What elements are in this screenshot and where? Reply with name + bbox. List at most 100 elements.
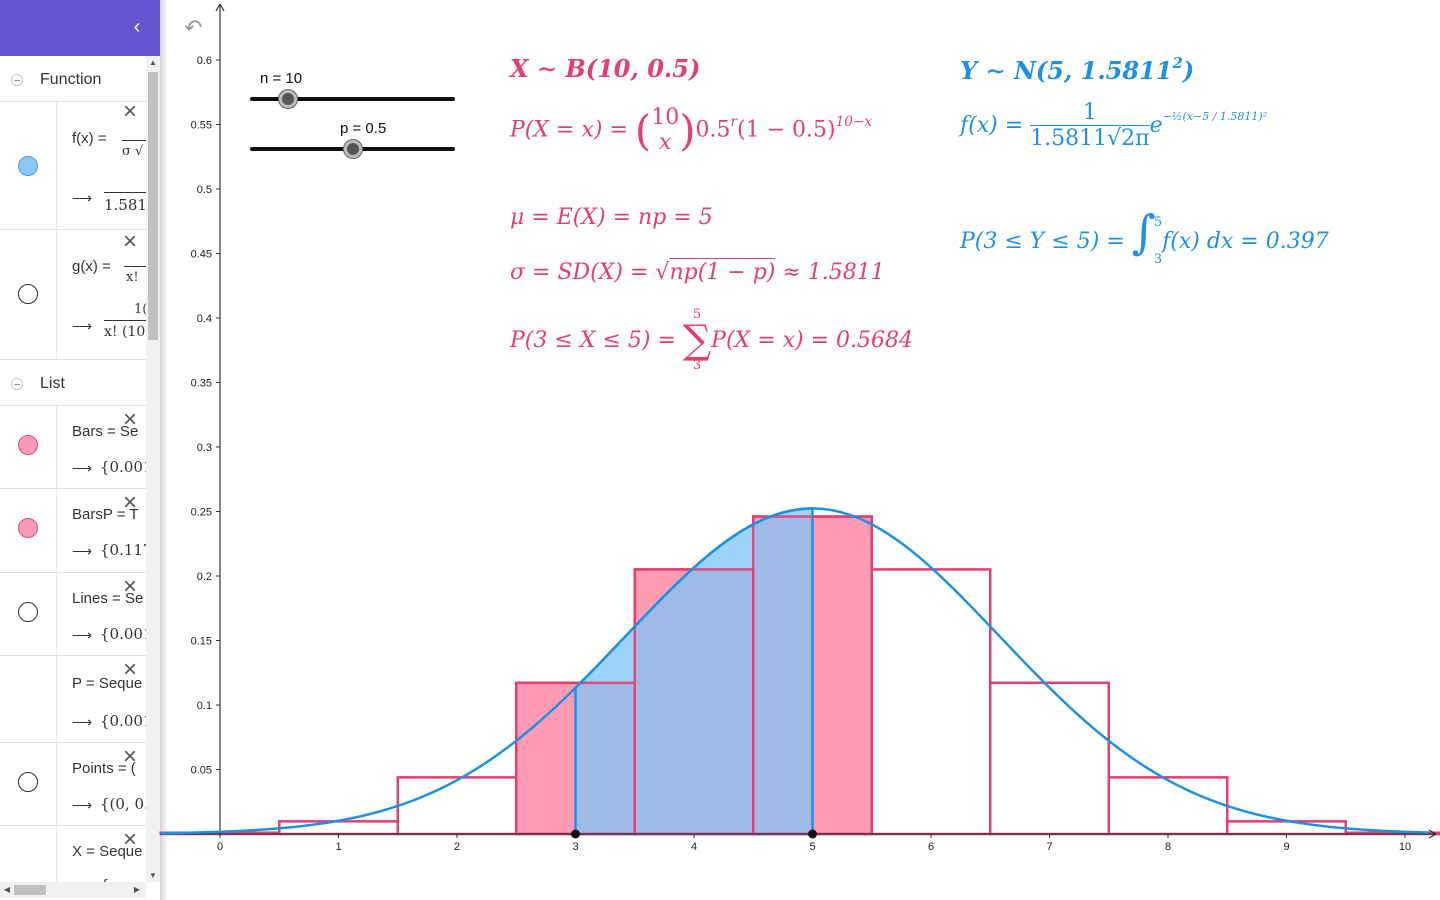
normal-curve (160, 507, 1429, 835)
scrollbar-thumb[interactable] (148, 72, 158, 340)
algebra-item-points[interactable]: Points = ( ⟶ {(0, 0. × (0, 743, 146, 826)
arrow-icon: ⟶ (72, 797, 93, 813)
algebra-item-p[interactable]: P = Seque ⟶ {0.001 × (0, 656, 146, 743)
y-tick-label: 0.15 (191, 636, 212, 648)
formula-mid: 0.5 (695, 117, 731, 143)
sqrt-sign: √ (655, 260, 670, 285)
close-icon[interactable]: × (122, 743, 137, 770)
definition-text[interactable]: BarsP = T (72, 506, 139, 523)
algebra-item-g[interactable]: g(x) = x! 1( ⟶ x! (10 × (0, 230, 146, 360)
slider-n-track[interactable] (250, 97, 455, 101)
formula-rhs: P(X = x) = 0.5684 (711, 327, 914, 353)
y-tick-label: 0.2 (197, 571, 212, 583)
fraction-numerator: 1( (134, 302, 146, 317)
formula-lhs: P(X = x) = (510, 117, 635, 143)
definition-text[interactable]: Lines = Se (72, 590, 144, 607)
x-tick-label: 4 (691, 841, 697, 853)
algebra-item-lines[interactable]: Lines = Se ⟶ {0.001 × (0, 573, 146, 656)
x-tick-label: 8 (1165, 841, 1171, 853)
formula-rhs: f(x) dx = 0.397 (1162, 229, 1329, 254)
definition-text[interactable]: g(x) = (72, 258, 111, 275)
definition-text[interactable]: X = Seque (72, 843, 143, 860)
arrow-icon: ⟶ (72, 543, 93, 559)
close-icon[interactable]: × (122, 656, 137, 683)
marble-column (0, 656, 57, 742)
fraction-bar (104, 320, 146, 321)
normal-probability-text: P(3 ≤ Y ≤ 5) = ∫ 5 3 f(x) dx = 0.397 (960, 205, 1329, 268)
scroll-down-icon[interactable]: ▼ (149, 871, 157, 880)
arrow-icon: ⟶ (72, 714, 93, 730)
coef-bottom: x (658, 130, 672, 156)
close-icon[interactable]: × (122, 228, 137, 255)
slider-p-handle[interactable] (343, 140, 362, 158)
output-value: x! (10 (104, 324, 146, 340)
close-icon[interactable]: × (122, 826, 137, 853)
fraction-bar (124, 266, 146, 267)
algebra-view: ‹ Function f(x) = σ √ ⟶ 1.581 × (0, 0, 160, 900)
formula-close: ) (1182, 56, 1195, 85)
arrow-icon: ⟶ (72, 318, 93, 334)
close-icon[interactable]: × (122, 406, 137, 433)
horizontal-scrollbar[interactable]: ◀ ▶ (0, 882, 146, 898)
collapse-group-icon[interactable] (11, 378, 23, 390)
mean-text: μ = E(X) = np = 5 (510, 205, 713, 230)
group-header-function[interactable]: Function (0, 56, 146, 102)
y-tick-label: 0.55 (191, 120, 212, 132)
vertical-scrollbar[interactable]: ▲ ▼ (146, 56, 160, 882)
scroll-right-icon[interactable]: ▶ (133, 885, 141, 894)
definition-text[interactable]: Points = ( (72, 760, 136, 777)
group-header-list[interactable]: List (0, 360, 146, 406)
x-tick-label: 3 (572, 841, 578, 853)
bar-7 (989, 681, 1110, 836)
visibility-toggle[interactable] (18, 772, 38, 792)
slider-n-handle[interactable] (278, 90, 297, 108)
marble-column (0, 573, 57, 655)
exponent: 2 (1172, 53, 1183, 72)
coef-top: 10 (651, 105, 680, 130)
integral-upper: 5 (1153, 215, 1163, 231)
definition-text[interactable]: Bars = Se (72, 423, 139, 440)
sum-lower: 3 (692, 357, 702, 373)
visibility-toggle[interactable] (18, 284, 38, 304)
definition-text[interactable]: P = Seque (72, 675, 143, 692)
visibility-toggle[interactable] (18, 156, 38, 176)
scrollbar-thumb[interactable] (14, 885, 46, 895)
scroll-up-icon[interactable]: ▲ (149, 58, 157, 67)
algebra-item-barsp[interactable]: BarsP = T ⟶ {0.117 × (0, 489, 146, 573)
output-value: 1.581 (104, 196, 146, 214)
x-tick-label: 1 (335, 841, 341, 853)
x-tick-label: 10 (1399, 841, 1411, 853)
spacer (1154, 231, 1162, 253)
close-icon[interactable]: × (122, 489, 137, 516)
binomial-coefficient: 10 x (651, 105, 679, 156)
algebra-item-bars[interactable]: Bars = Se ⟶ {0.001 × (0, 406, 146, 489)
euler-e: e (1149, 112, 1163, 138)
formula-lhs: P(3 ≤ X ≤ 5) = (510, 327, 683, 353)
output-value: {0.001 (100, 712, 146, 730)
y-tick-label: 0.45 (191, 249, 212, 261)
collapse-group-icon[interactable] (11, 74, 23, 86)
scroll-left-icon[interactable]: ◀ (3, 885, 11, 894)
visibility-toggle[interactable] (18, 602, 38, 622)
undo-icon[interactable]: ↶ (184, 15, 203, 40)
output-value: { (100, 876, 110, 882)
chevron-left-icon[interactable]: ‹ (133, 16, 141, 38)
visibility-toggle[interactable] (18, 435, 38, 455)
definition-text[interactable]: f(x) = (72, 130, 107, 147)
exponent: −½(x−5 / 1.5811)² (1162, 109, 1268, 123)
close-icon[interactable]: × (122, 573, 137, 600)
formula-rhs: ≈ 1.5811 (775, 260, 885, 285)
algebra-list: Function f(x) = σ √ ⟶ 1.581 × g (0, 56, 146, 882)
formula-text: X ∼ B(10, 0.5) (510, 54, 701, 83)
normal-curve-line (160, 507, 1429, 835)
algebra-item-x[interactable]: X = Seque { × (0, 826, 146, 882)
marble-column (0, 102, 57, 229)
visibility-toggle[interactable] (18, 518, 38, 538)
algebra-item-f[interactable]: f(x) = σ √ ⟶ 1.581 × (0, 98, 146, 230)
marble-column (0, 406, 57, 488)
close-icon[interactable]: × (122, 98, 137, 125)
binomial-pmf-text: P(X = x) = (10 x)0.5r(1 − 0.5)10−x (510, 105, 872, 156)
